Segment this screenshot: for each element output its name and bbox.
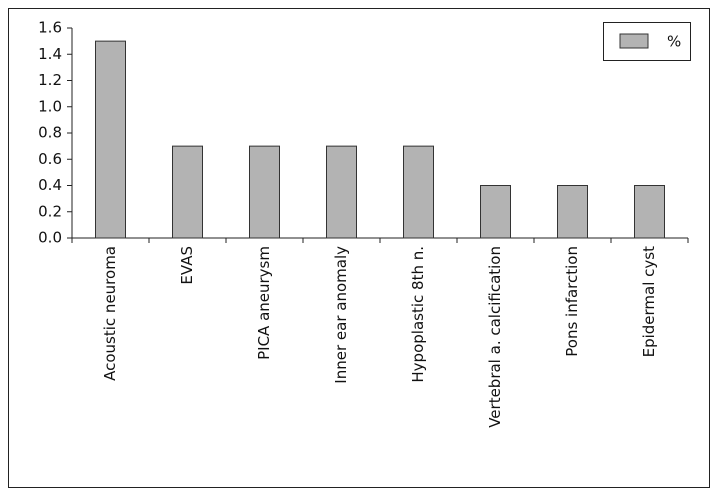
x-tick-label: EVAS bbox=[178, 246, 196, 285]
y-tick-label: 0.6 bbox=[38, 150, 62, 168]
y-tick-label: 0.2 bbox=[38, 202, 62, 220]
bar bbox=[403, 145, 434, 239]
bar bbox=[634, 185, 665, 239]
y-tick-label: 1.4 bbox=[38, 45, 62, 63]
y-tick-label: 1.6 bbox=[38, 19, 62, 37]
legend-swatch bbox=[619, 33, 649, 49]
chart-border bbox=[8, 8, 710, 488]
y-tick-label: 0.4 bbox=[38, 176, 62, 194]
y-tick-label: 0.0 bbox=[38, 229, 62, 247]
y-tick-label: 1.2 bbox=[38, 71, 62, 89]
bar bbox=[326, 145, 357, 239]
y-tick-label: 1.0 bbox=[38, 97, 62, 115]
x-tick-label: Hypoplastic 8th n. bbox=[409, 246, 427, 383]
x-tick-label: PICA aneurysm bbox=[255, 246, 273, 360]
x-tick-label: Epidermal cyst bbox=[640, 246, 658, 357]
legend-label: % bbox=[667, 33, 681, 51]
x-tick-label: Inner ear anomaly bbox=[332, 246, 350, 384]
bar bbox=[172, 145, 203, 239]
bar bbox=[95, 40, 126, 239]
bar bbox=[249, 145, 280, 239]
x-tick-label: Acoustic neuroma bbox=[101, 246, 119, 381]
x-tick-label: Pons infarction bbox=[563, 246, 581, 357]
y-tick-label: 0.8 bbox=[38, 124, 62, 142]
bar bbox=[480, 185, 511, 239]
bar bbox=[557, 185, 588, 239]
x-tick-label: Vertebral a. calcification bbox=[486, 246, 504, 428]
